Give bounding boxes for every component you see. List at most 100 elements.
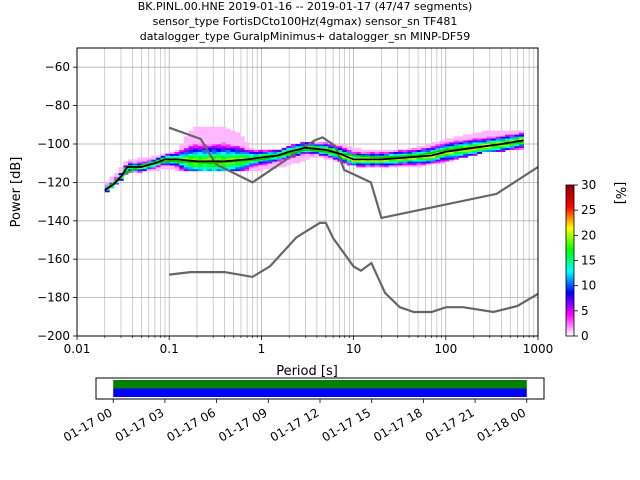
density-cell	[165, 161, 171, 164]
density-cell	[239, 151, 245, 154]
density-cell	[216, 128, 222, 131]
density-cell	[290, 155, 296, 158]
density-cell	[314, 142, 320, 145]
density-cell	[365, 153, 371, 156]
density-cell	[295, 161, 301, 164]
density-cell	[244, 149, 250, 152]
density-cell	[439, 145, 445, 149]
density-cell	[491, 130, 497, 133]
density-cell	[356, 161, 362, 164]
density-cell	[472, 138, 478, 141]
density-cell	[249, 153, 255, 156]
density-cell	[463, 138, 469, 141]
density-cell	[281, 155, 287, 158]
density-cell	[188, 132, 194, 135]
colorbar-tick-label: 30	[581, 178, 596, 192]
density-cell	[193, 149, 199, 152]
density-cell	[235, 168, 241, 172]
density-cell	[453, 144, 459, 147]
density-cell	[374, 149, 380, 152]
density-cell	[235, 167, 241, 170]
density-cell	[235, 151, 241, 154]
density-cell	[197, 144, 203, 147]
density-cell	[216, 134, 222, 137]
density-cell	[188, 140, 194, 143]
density-cell	[342, 145, 348, 149]
density-cell	[342, 144, 348, 147]
density-cell	[481, 134, 487, 137]
density-cell	[495, 132, 501, 135]
density-cell	[425, 147, 431, 151]
density-cell	[244, 161, 250, 164]
density-cell	[300, 142, 306, 145]
density-cell	[407, 151, 413, 154]
density-cell	[300, 153, 306, 156]
density-cell	[472, 140, 478, 143]
density-cell	[207, 138, 213, 141]
density-cell	[290, 157, 296, 160]
density-cell	[453, 138, 459, 141]
density-cell	[188, 144, 194, 147]
density-cell	[430, 157, 436, 160]
density-cell	[332, 159, 338, 162]
density-cell	[155, 165, 161, 168]
density-cell	[258, 163, 264, 166]
density-cell	[197, 140, 203, 143]
density-cell	[509, 130, 515, 133]
density-cell	[505, 136, 511, 139]
density-cell	[519, 142, 525, 145]
density-cell	[411, 163, 417, 166]
density-cell	[365, 161, 371, 164]
density-cell	[151, 168, 157, 172]
density-cell	[463, 144, 469, 147]
density-cell	[519, 145, 525, 149]
density-cell	[137, 157, 143, 160]
density-cell	[221, 157, 227, 160]
density-cell	[235, 147, 241, 151]
density-cell	[416, 159, 422, 162]
density-cell	[425, 161, 431, 164]
density-cell	[207, 155, 213, 158]
density-cell	[398, 163, 403, 166]
density-cell	[230, 157, 236, 160]
density-cell	[491, 136, 497, 139]
density-cell	[230, 149, 236, 152]
density-cell	[346, 155, 352, 158]
density-cell	[486, 130, 492, 133]
density-cell	[202, 126, 208, 129]
coverage-tick-label: 01-17 06	[164, 405, 218, 444]
density-cell	[197, 167, 203, 170]
density-cell	[481, 142, 487, 145]
density-cell	[249, 163, 255, 166]
density-cell	[249, 167, 255, 170]
density-cell	[179, 168, 185, 172]
density-cell	[193, 163, 199, 166]
density-cell	[477, 140, 483, 143]
density-cell	[179, 157, 185, 160]
density-cell	[211, 163, 217, 166]
density-cell	[258, 161, 264, 164]
density-cell	[188, 147, 194, 151]
y-tick-label: −80	[45, 99, 70, 113]
density-cell	[207, 165, 213, 168]
density-cell	[402, 151, 408, 154]
density-cell	[141, 159, 147, 162]
density-cell	[374, 153, 380, 156]
density-cell	[235, 145, 241, 149]
density-cell	[132, 161, 138, 164]
density-cell	[197, 155, 203, 158]
density-cell	[486, 140, 492, 143]
density-cell	[258, 151, 264, 154]
density-cell	[207, 134, 213, 137]
density-cell	[411, 159, 417, 162]
density-cell	[174, 165, 180, 168]
colorbar: 0 5 10 15 20 25 30 [%]	[565, 178, 627, 343]
density-cell	[267, 157, 273, 160]
density-cell	[179, 149, 185, 152]
density-cell	[337, 161, 343, 164]
y-tick-label: −60	[45, 60, 70, 74]
density-cell	[239, 145, 245, 149]
density-cell	[258, 167, 264, 170]
density-cell	[398, 159, 403, 162]
density-cell	[491, 132, 497, 135]
